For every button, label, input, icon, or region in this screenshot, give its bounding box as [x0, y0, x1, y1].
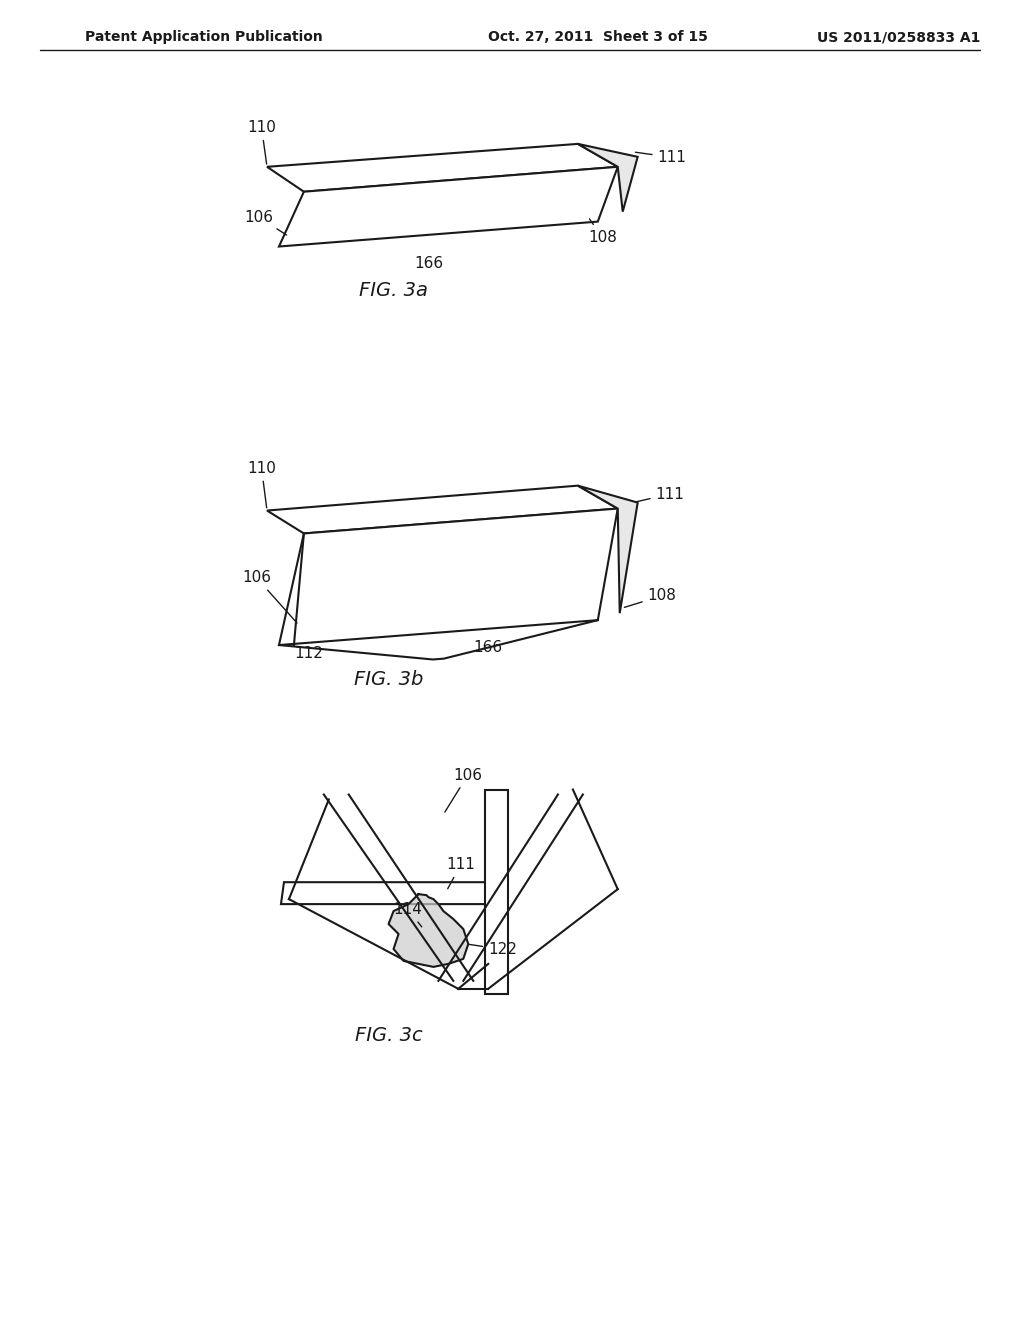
Text: FIG. 3b: FIG. 3b [354, 671, 423, 689]
Polygon shape [578, 144, 638, 211]
Text: 114: 114 [393, 902, 423, 927]
Text: 111: 111 [636, 150, 686, 165]
Polygon shape [279, 508, 617, 645]
Text: Patent Application Publication: Patent Application Publication [85, 30, 323, 45]
Text: 108: 108 [625, 589, 677, 607]
Text: 110: 110 [247, 120, 276, 164]
Text: FIG. 3a: FIG. 3a [359, 281, 428, 301]
Text: 108: 108 [588, 219, 616, 244]
Text: FIG. 3c: FIG. 3c [354, 1026, 423, 1044]
Text: 112: 112 [295, 645, 324, 661]
Text: 166: 166 [474, 640, 503, 655]
Text: 122: 122 [469, 942, 517, 957]
Text: Oct. 27, 2011  Sheet 3 of 15: Oct. 27, 2011 Sheet 3 of 15 [488, 30, 708, 45]
Polygon shape [281, 882, 499, 904]
Polygon shape [279, 166, 617, 247]
Polygon shape [485, 789, 508, 994]
Text: 111: 111 [636, 487, 684, 502]
Text: 106: 106 [242, 570, 297, 623]
Text: 110: 110 [247, 461, 276, 508]
Text: 106: 106 [244, 210, 287, 235]
Polygon shape [267, 486, 617, 533]
Text: 166: 166 [414, 256, 443, 271]
Polygon shape [267, 144, 617, 191]
Polygon shape [388, 894, 468, 966]
Text: 111: 111 [446, 857, 475, 888]
Text: US 2011/0258833 A1: US 2011/0258833 A1 [817, 30, 980, 45]
Text: 106: 106 [444, 767, 482, 812]
Polygon shape [578, 486, 638, 614]
